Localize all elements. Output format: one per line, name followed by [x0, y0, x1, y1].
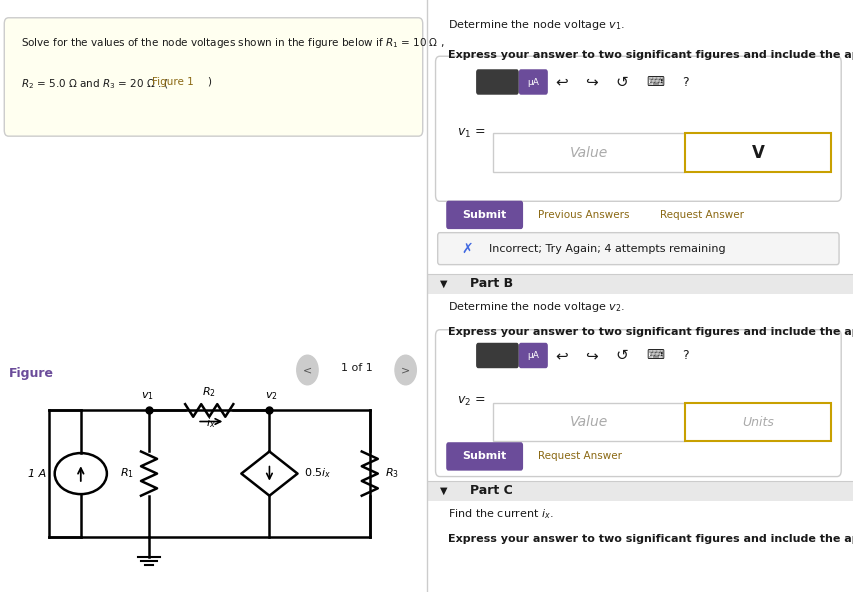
Text: μA: μA: [527, 78, 538, 87]
Text: ✗: ✗: [461, 242, 473, 256]
FancyBboxPatch shape: [493, 133, 685, 172]
Text: μA: μA: [527, 351, 538, 361]
Text: $R_2$ = 5.0 $\Omega$ and $R_3$ = 20 $\Omega$ . (: $R_2$ = 5.0 $\Omega$ and $R_3$ = 20 $\Om…: [21, 77, 170, 91]
Text: Submit: Submit: [462, 452, 506, 461]
Text: Previous Answers: Previous Answers: [537, 210, 629, 220]
FancyBboxPatch shape: [685, 403, 829, 441]
Text: ?: ?: [682, 349, 688, 362]
Text: ↩: ↩: [554, 75, 567, 90]
Text: Part B: Part B: [469, 277, 512, 290]
Text: $R_3$: $R_3$: [385, 466, 398, 481]
Text: ↩: ↩: [554, 348, 567, 363]
Text: Request Answer: Request Answer: [537, 452, 621, 461]
Text: Solve for the values of the node voltages shown in the figure below if $R_1$ = 1: Solve for the values of the node voltage…: [21, 36, 444, 50]
Text: $0.5i_x$: $0.5i_x$: [303, 466, 331, 481]
Text: V: V: [751, 144, 763, 162]
Text: Value: Value: [570, 415, 607, 429]
Text: Request Answer: Request Answer: [659, 210, 743, 220]
FancyBboxPatch shape: [435, 330, 840, 477]
Text: ): ): [207, 77, 211, 87]
FancyBboxPatch shape: [476, 343, 519, 368]
Text: $v_1$ =: $v_1$ =: [456, 127, 485, 140]
FancyBboxPatch shape: [493, 403, 685, 441]
Text: ↺: ↺: [614, 348, 627, 363]
Text: $R_1$: $R_1$: [119, 466, 134, 481]
FancyBboxPatch shape: [4, 18, 422, 136]
Text: >: >: [401, 365, 409, 375]
Text: Express your answer to two significant figures and include the appropriate units: Express your answer to two significant f…: [448, 327, 853, 337]
FancyBboxPatch shape: [519, 343, 548, 368]
Text: $v_2$ =: $v_2$ =: [456, 395, 485, 408]
Text: Express your answer to two significant figures and include the appropriate units: Express your answer to two significant f…: [448, 50, 853, 60]
Text: ↺: ↺: [614, 75, 627, 90]
Text: $v_2$: $v_2$: [264, 390, 277, 401]
Text: Units: Units: [741, 416, 773, 429]
Text: $R_2$: $R_2$: [202, 385, 216, 400]
Text: ▼: ▼: [440, 486, 447, 496]
Text: Value: Value: [570, 146, 607, 160]
FancyBboxPatch shape: [426, 481, 853, 501]
FancyBboxPatch shape: [476, 69, 519, 95]
Text: Incorrect; Try Again; 4 attempts remaining: Incorrect; Try Again; 4 attempts remaini…: [488, 244, 725, 253]
Text: ⌨: ⌨: [646, 76, 664, 89]
Text: Express your answer to two significant figures and include the appropriate units: Express your answer to two significant f…: [448, 534, 853, 544]
FancyBboxPatch shape: [438, 233, 838, 265]
FancyBboxPatch shape: [426, 274, 853, 294]
Text: 1 of 1: 1 of 1: [340, 363, 372, 373]
Text: ↪: ↪: [584, 348, 597, 363]
Text: $i_x$: $i_x$: [206, 416, 216, 430]
Circle shape: [297, 355, 317, 385]
FancyBboxPatch shape: [445, 442, 522, 471]
Text: Figure 1: Figure 1: [152, 77, 193, 87]
Circle shape: [394, 355, 416, 385]
Text: 1 A: 1 A: [27, 469, 46, 478]
Text: Determine the node voltage $v_1$.: Determine the node voltage $v_1$.: [448, 18, 624, 32]
FancyBboxPatch shape: [519, 69, 548, 95]
FancyBboxPatch shape: [435, 56, 840, 201]
Text: <: <: [303, 365, 311, 375]
Text: ↪: ↪: [584, 75, 597, 90]
Text: Determine the node voltage $v_2$.: Determine the node voltage $v_2$.: [448, 300, 624, 314]
Text: ?: ?: [682, 76, 688, 89]
FancyBboxPatch shape: [685, 133, 829, 172]
Text: Part C: Part C: [469, 484, 512, 497]
Text: Figure: Figure: [9, 367, 54, 380]
Text: Find the current $i_x$.: Find the current $i_x$.: [448, 507, 553, 521]
Text: ▼: ▼: [440, 279, 447, 288]
Text: Submit: Submit: [462, 210, 506, 220]
Text: ⌨: ⌨: [646, 349, 664, 362]
Text: $v_1$: $v_1$: [141, 390, 154, 401]
FancyBboxPatch shape: [445, 201, 522, 229]
